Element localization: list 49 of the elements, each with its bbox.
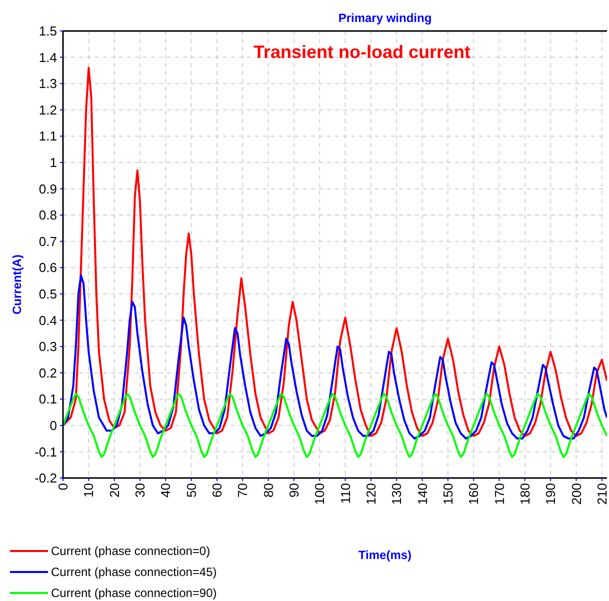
legend-label: Current (phase connection=45) <box>51 565 217 580</box>
x-tick-label: 210 <box>594 483 609 505</box>
x-tick-label: 40 <box>158 483 174 498</box>
x-tick-label: 30 <box>132 483 148 498</box>
x-tick-label: 50 <box>184 483 199 498</box>
y-tick-label: 0.3 <box>38 339 57 354</box>
chart-title: Primary winding <box>338 11 432 25</box>
x-tick-label: 20 <box>106 483 122 498</box>
y-tick-label: 0.6 <box>38 260 57 276</box>
x-tick-label: 120 <box>363 483 378 505</box>
y-tick-label: 1.3 <box>38 76 57 92</box>
line-series <box>63 66 607 437</box>
legend-label: Current (phase connection=0) <box>51 544 210 558</box>
x-tick-label: 110 <box>338 483 353 504</box>
y-tick-label: 0.2 <box>38 365 57 380</box>
legend-label: Current (phase connection=90) <box>51 586 217 600</box>
y-tick-label: 0.7 <box>38 234 57 249</box>
x-tick-label: 200 <box>568 483 584 505</box>
x-tick-label: 150 <box>440 483 456 505</box>
y-tick-label: 0.1 <box>38 392 57 407</box>
x-tick-label: 190 <box>543 483 558 505</box>
y-tick-label: 0 <box>50 418 57 433</box>
x-tick-label: 10 <box>81 483 96 498</box>
x-tick-label: 160 <box>466 483 482 505</box>
y-tick-label: 0.4 <box>38 312 57 328</box>
y-tick-label: 0.8 <box>38 208 57 223</box>
x-tick-label: 60 <box>210 483 225 498</box>
y-tick-label: 1.2 <box>38 102 57 118</box>
line-series <box>63 392 607 458</box>
x-tick-label: 130 <box>389 483 404 505</box>
x-tick-label: 180 <box>517 483 532 505</box>
x-axis-title: Time(ms) <box>358 548 412 562</box>
text: Transient no-load current <box>253 42 471 62</box>
y-tick-label: 1.4 <box>38 50 57 65</box>
x-tick-label: 80 <box>260 483 276 498</box>
x-tick-label: 170 <box>492 483 507 505</box>
x-tick-label: 90 <box>286 483 302 498</box>
y-tick-label: 1.5 <box>38 24 57 39</box>
y-tick-label: -0.2 <box>34 470 57 486</box>
y-tick-label: 0.9 <box>38 181 57 196</box>
y-tick-label: 1.1 <box>38 128 57 144</box>
y-tick-label: 0.5 <box>38 286 57 302</box>
x-tick-label: 100 <box>312 483 328 505</box>
y-axis-title: Current(A) <box>10 254 24 314</box>
x-tick-label: 140 <box>414 483 430 505</box>
y-tick-label: 1 <box>50 155 57 170</box>
x-tick-label: 70 <box>235 483 250 498</box>
x-tick-label: 0 <box>56 483 71 490</box>
y-tick-label: -0.1 <box>34 444 57 460</box>
